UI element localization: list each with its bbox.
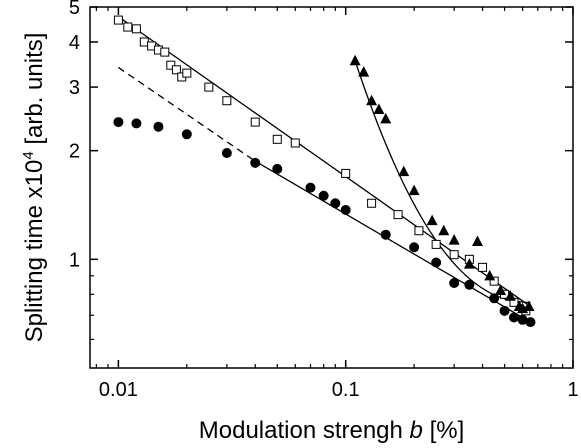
y-axis-label-suffix: [arb. units]: [21, 33, 48, 152]
filled-circle-point: [380, 229, 391, 240]
filled-triangle-point: [408, 184, 420, 196]
filled-circle-point: [272, 163, 283, 174]
open-square-point: [139, 37, 149, 47]
filled-circle-point: [181, 129, 192, 140]
filled-triangle-point: [438, 224, 450, 236]
y-axis-label-prefix: Splitting time x10: [21, 160, 48, 343]
open-square-point: [414, 226, 424, 236]
open-square-point: [131, 24, 141, 34]
y-tick-label: 2: [69, 141, 80, 163]
filled-circle-point: [517, 314, 528, 325]
filled-triangle-point: [448, 234, 460, 245]
open-square-point: [431, 239, 441, 249]
x-tick-label: 0.1: [332, 379, 360, 401]
filled-triangle-point: [358, 66, 370, 77]
open-square-point: [272, 134, 282, 144]
filled-triangle-point: [398, 165, 410, 177]
filled-triangle-point: [463, 258, 475, 269]
x-tick-label: 0.01: [99, 379, 138, 401]
open-square-point: [341, 168, 351, 178]
filled-triangle-point: [373, 103, 385, 115]
x-tick-label: 1: [567, 379, 578, 401]
filled-circle-point: [330, 198, 341, 209]
open-square-point: [393, 210, 403, 220]
open-square-point: [449, 250, 459, 260]
dashed-fit-line: [118, 66, 256, 162]
filled-triangle-point: [504, 290, 516, 301]
filled-circle-point: [250, 157, 261, 168]
open-square-point: [171, 65, 181, 75]
filled-triangle-point: [380, 112, 392, 124]
filled-circle-point: [113, 117, 124, 128]
y-tick-label: 5: [69, 0, 80, 19]
filled-triangle-point: [349, 54, 361, 66]
filled-circle-point: [131, 118, 142, 129]
filled-triangle-point: [484, 269, 496, 281]
plot-frame: [89, 6, 574, 369]
filled-circle-point: [340, 204, 351, 215]
y-axis-label: Splitting time x104 [arb. units]: [20, 33, 48, 343]
fit-line: [254, 160, 531, 323]
filled-circle-point: [431, 257, 442, 268]
y-tick-label: 1: [69, 249, 80, 271]
fit-lines: [118, 16, 531, 323]
open-square-point: [478, 262, 488, 272]
filled-circle-point: [449, 277, 460, 288]
x-axis-label-prefix: Modulation strengh: [199, 417, 410, 444]
y-tick-label: 4: [69, 32, 80, 54]
filled-circle-point: [221, 148, 232, 159]
filled-circle-point: [153, 121, 164, 132]
filled-circle-point: [499, 305, 510, 316]
x-axis-label-suffix: [%]: [423, 417, 464, 444]
open-square-point: [367, 198, 377, 208]
fit-line: [354, 60, 531, 303]
y-axis-label-superscript: 4: [20, 151, 37, 159]
filled-circle-point: [525, 317, 536, 328]
filled-triangle-point: [366, 94, 378, 106]
open-square-point: [204, 82, 214, 92]
open-square-point: [250, 117, 260, 127]
filled-triangle-point: [523, 300, 535, 312]
data-marks: [113, 15, 536, 328]
open-square-point: [160, 47, 170, 57]
open-square-point: [182, 68, 192, 78]
open-square-point: [113, 15, 123, 25]
x-axis-label: Modulation strengh b [%]: [199, 417, 465, 444]
open-square-point: [166, 60, 176, 70]
filled-triangle-point: [426, 214, 438, 226]
x-axis-ticks: 0.01 0.1 1: [95, 7, 579, 401]
y-tick-label: 3: [69, 77, 80, 99]
filled-circle-point: [508, 312, 519, 323]
open-square-point: [489, 276, 499, 286]
open-square-point: [222, 96, 232, 106]
fit-line: [118, 16, 531, 308]
filled-circle-point: [305, 182, 316, 193]
filled-triangle-point: [471, 235, 483, 247]
filled-circle-point: [489, 293, 500, 304]
filled-circle-point: [409, 242, 420, 253]
open-square-point: [123, 22, 133, 32]
filled-triangle-point: [495, 284, 507, 295]
filled-circle-point: [318, 190, 329, 201]
filled-circle-point: [464, 279, 475, 290]
y-axis-ticks: 1 2 3 4 5: [69, 0, 573, 341]
open-square-point: [290, 138, 300, 148]
x-axis-label-variable: b: [410, 417, 423, 444]
